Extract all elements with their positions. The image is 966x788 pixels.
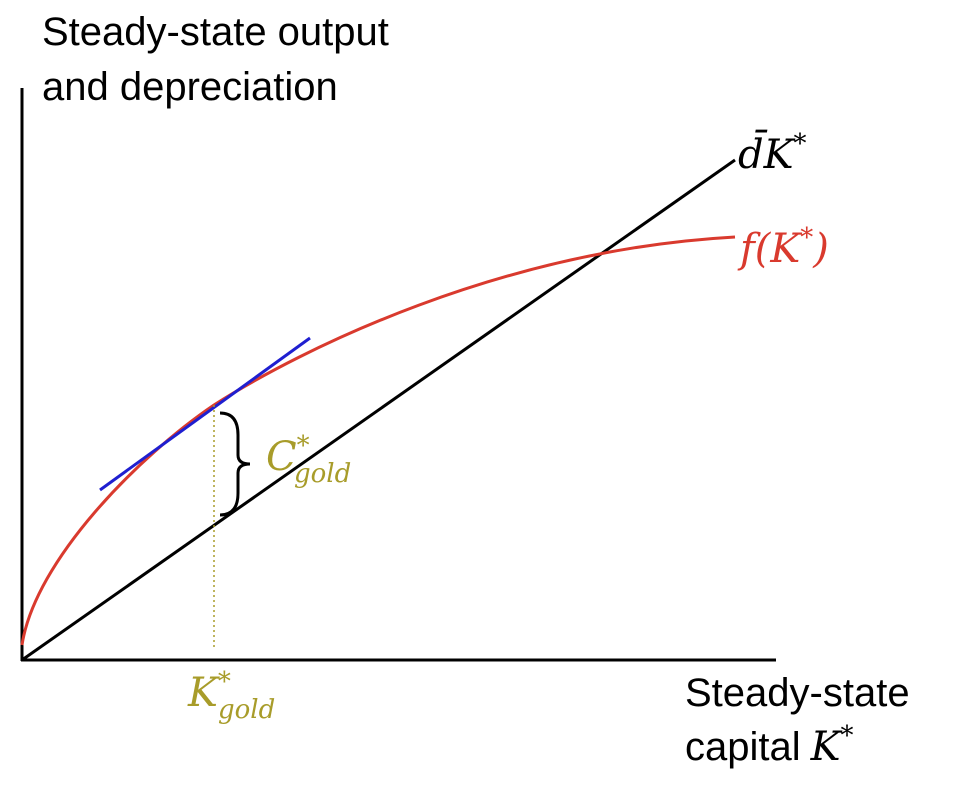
y-axis-label: and depreciation bbox=[42, 65, 338, 109]
label-sup: * bbox=[794, 129, 807, 159]
label-base: C bbox=[266, 434, 297, 480]
label-sub: gold bbox=[218, 695, 275, 725]
label-base: K bbox=[187, 670, 220, 716]
line-label: d̄K* bbox=[738, 129, 807, 178]
label-sup: * bbox=[218, 667, 231, 697]
curve-label: f(K*) bbox=[737, 223, 829, 272]
label-base: d̄K bbox=[738, 129, 796, 178]
label-base: f(K bbox=[737, 226, 802, 272]
label-sub: gold bbox=[294, 459, 351, 489]
x-axis-label: capital K* bbox=[685, 721, 854, 770]
y-axis-label: Steady-state output bbox=[42, 10, 389, 54]
x-axis-label: Steady-state bbox=[685, 671, 910, 715]
label-sup: * bbox=[800, 223, 813, 253]
label-sup: * bbox=[297, 431, 310, 461]
label-base: ) bbox=[812, 226, 829, 272]
depreciation-line bbox=[21, 158, 736, 662]
tangent-line bbox=[99, 336, 311, 492]
gap-label: C* gold bbox=[266, 431, 351, 489]
label-sup: * bbox=[841, 721, 854, 751]
gold-label: K* gold bbox=[187, 667, 275, 725]
brace bbox=[219, 411, 251, 517]
label-text: capital bbox=[685, 725, 801, 769]
label-symbol: K bbox=[810, 724, 843, 770]
